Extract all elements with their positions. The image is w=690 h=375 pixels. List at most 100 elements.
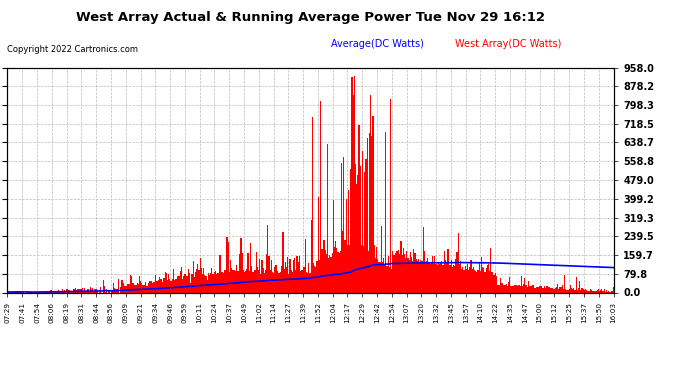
Bar — [493, 274, 494, 292]
Bar — [593, 291, 594, 292]
Bar — [359, 166, 361, 292]
Bar — [266, 254, 267, 292]
Bar — [484, 273, 486, 292]
Bar — [335, 241, 336, 292]
Bar — [265, 270, 266, 292]
Bar — [124, 286, 125, 292]
Bar — [196, 270, 197, 292]
Bar — [321, 249, 322, 292]
Bar — [431, 263, 432, 292]
Bar — [515, 285, 516, 292]
Bar — [577, 290, 578, 292]
Bar — [544, 286, 545, 292]
Bar — [169, 279, 170, 292]
Bar — [404, 254, 405, 292]
Bar — [502, 283, 503, 292]
Bar — [51, 290, 52, 292]
Bar — [331, 254, 333, 292]
Bar — [474, 270, 475, 292]
Bar — [549, 288, 550, 292]
Bar — [413, 249, 415, 292]
Bar — [343, 157, 344, 292]
Bar — [84, 288, 85, 292]
Bar — [427, 258, 428, 292]
Bar — [444, 251, 445, 292]
Bar — [246, 269, 248, 292]
Bar — [238, 271, 239, 292]
Bar — [243, 270, 244, 292]
Bar — [312, 117, 313, 292]
Bar — [248, 271, 250, 292]
Bar — [460, 261, 461, 292]
Bar — [510, 286, 511, 292]
Bar — [497, 285, 498, 292]
Bar — [239, 254, 240, 292]
Bar — [236, 265, 237, 292]
Bar — [125, 285, 126, 292]
Bar — [147, 286, 148, 292]
Bar — [280, 272, 282, 292]
Bar — [217, 273, 218, 292]
Bar — [97, 291, 98, 292]
Bar — [613, 288, 614, 292]
Bar — [543, 288, 544, 292]
Bar — [181, 267, 182, 292]
Bar — [430, 264, 431, 292]
Bar — [488, 264, 489, 292]
Bar — [179, 271, 181, 292]
Bar — [309, 273, 310, 292]
Bar — [113, 283, 115, 292]
Bar — [290, 270, 292, 292]
Bar — [598, 288, 599, 292]
Bar — [260, 274, 262, 292]
Bar — [337, 252, 339, 292]
Bar — [453, 265, 454, 292]
Bar — [525, 285, 526, 292]
Bar — [349, 245, 351, 292]
Bar — [41, 291, 42, 292]
Bar — [333, 201, 334, 292]
Bar — [228, 243, 229, 292]
Bar — [139, 276, 140, 292]
Bar — [195, 272, 196, 292]
Bar — [522, 286, 523, 292]
Bar — [308, 263, 309, 292]
Bar — [396, 251, 397, 292]
Bar — [79, 289, 81, 292]
Bar — [571, 288, 572, 292]
Bar — [172, 269, 174, 292]
Bar — [455, 259, 457, 292]
Bar — [193, 261, 194, 292]
Bar — [57, 291, 58, 292]
Bar — [578, 288, 579, 292]
Bar — [412, 261, 413, 292]
Bar — [81, 288, 83, 292]
Bar — [123, 283, 124, 292]
Bar — [152, 284, 153, 292]
Bar — [324, 250, 326, 292]
Bar — [278, 273, 279, 292]
Bar — [392, 251, 393, 292]
Bar — [501, 283, 502, 292]
Bar — [268, 255, 270, 292]
Bar — [531, 286, 533, 292]
Bar — [480, 272, 481, 292]
Bar — [351, 77, 353, 292]
Bar — [473, 267, 474, 292]
Bar — [435, 264, 437, 292]
Bar — [270, 260, 272, 292]
Bar — [434, 255, 435, 292]
Bar — [426, 261, 427, 292]
Bar — [589, 289, 591, 292]
Bar — [95, 288, 96, 292]
Bar — [466, 269, 467, 292]
Bar — [600, 291, 601, 292]
Bar — [272, 272, 273, 292]
Bar — [467, 264, 468, 292]
Bar — [78, 290, 79, 292]
Bar — [341, 163, 342, 292]
Bar — [366, 138, 368, 292]
Bar — [398, 250, 400, 292]
Bar — [384, 264, 385, 292]
Bar — [293, 260, 294, 292]
